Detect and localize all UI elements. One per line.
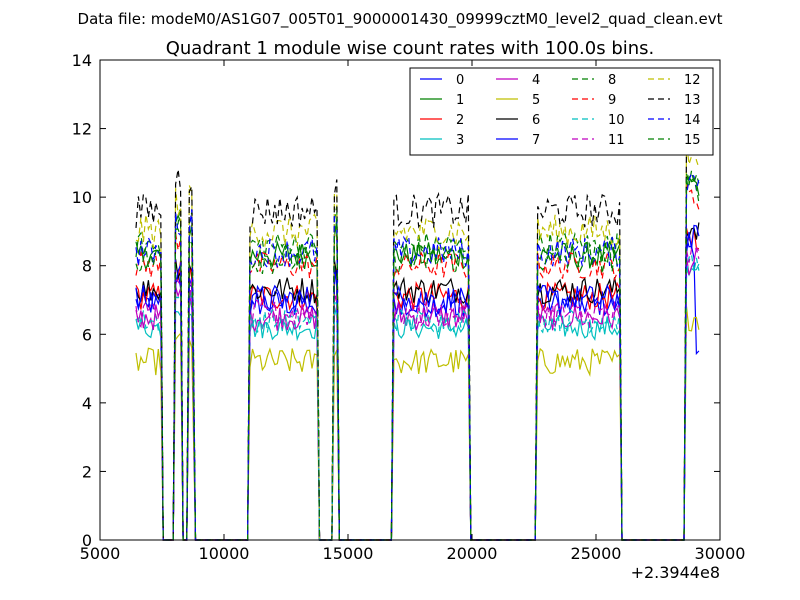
y-tick-label: 6 <box>82 325 92 344</box>
legend-label-5: 5 <box>532 93 540 108</box>
y-tick-label: 14 <box>72 51 92 70</box>
y-tick-label: 12 <box>72 120 92 139</box>
series-line-14 <box>135 172 700 541</box>
y-tick-label: 2 <box>82 462 92 481</box>
series-line-12 <box>135 141 700 541</box>
legend-label-4: 4 <box>532 73 540 88</box>
x-tick-label: 5000 <box>80 544 121 563</box>
x-axis-offset-label: +2.3944e8 <box>631 563 720 582</box>
legend-box <box>409 67 714 156</box>
y-tick-label: 8 <box>82 257 92 276</box>
series-line-5 <box>135 306 700 541</box>
legend-label-9: 9 <box>608 93 616 108</box>
x-tick-label: 10000 <box>199 544 250 563</box>
legend-label-13: 13 <box>684 93 701 108</box>
x-axis-ticks: 5000 10000 15000 20000 25000 30000 <box>80 60 746 563</box>
y-tick-label: 10 <box>72 188 92 207</box>
legend-label-10: 10 <box>608 113 625 128</box>
series-line-7 <box>135 224 700 541</box>
y-tick-label: 4 <box>82 394 92 413</box>
legend-label-15: 15 <box>684 133 701 148</box>
x-tick-label: 15000 <box>323 544 374 563</box>
chart-suptitle: Data file: modeM0/AS1G07_005T01_90000014… <box>78 10 723 29</box>
x-tick-label: 25000 <box>571 544 622 563</box>
legend-label-6: 6 <box>532 113 540 128</box>
series-line-8 <box>135 170 700 541</box>
legend-label-12: 12 <box>684 73 701 88</box>
plot-lines <box>135 116 700 541</box>
legend-label-14: 14 <box>684 113 701 128</box>
series-line-10 <box>135 252 700 541</box>
x-tick-label: 20000 <box>447 544 498 563</box>
series-line-15 <box>135 173 700 541</box>
y-tick-label: 0 <box>82 531 92 550</box>
series-line-2 <box>135 227 700 541</box>
series-line-6 <box>135 222 700 541</box>
legend-label-8: 8 <box>608 73 616 88</box>
plot-frame <box>99 59 721 541</box>
legend-label-0: 0 <box>456 73 464 88</box>
legend-label-2: 2 <box>456 113 464 128</box>
legend-label-7: 7 <box>532 133 540 148</box>
legend-label-3: 3 <box>456 133 464 148</box>
legend-label-11: 11 <box>608 133 625 148</box>
legend-label-1: 1 <box>456 93 464 108</box>
x-tick-label: 30000 <box>695 544 746 563</box>
chart-title: Quadrant 1 module wise count rates with … <box>166 38 655 59</box>
